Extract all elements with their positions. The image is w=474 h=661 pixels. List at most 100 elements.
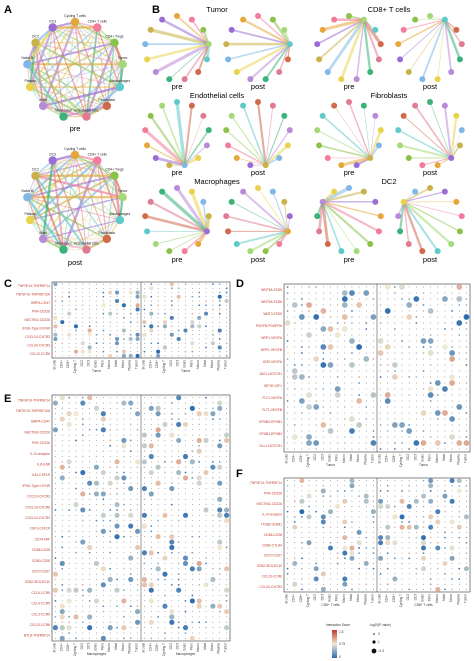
dot	[301, 394, 303, 396]
dot	[294, 316, 296, 318]
dot	[308, 400, 310, 402]
dot	[183, 328, 188, 333]
dot	[224, 566, 230, 572]
dot	[89, 573, 91, 575]
dot	[294, 310, 296, 312]
dot	[116, 498, 118, 500]
dot	[322, 322, 324, 324]
dot	[313, 404, 320, 410]
dot	[226, 579, 227, 580]
dot	[73, 614, 79, 620]
dot	[226, 309, 227, 310]
dot	[444, 340, 446, 342]
dot	[458, 583, 460, 585]
dot	[123, 520, 125, 522]
dot	[171, 637, 173, 639]
dot	[157, 551, 160, 554]
dot	[358, 485, 360, 487]
dot	[171, 563, 173, 564]
cell-node	[203, 56, 210, 63]
dot	[150, 434, 152, 436]
dot	[109, 402, 111, 404]
dot	[373, 292, 374, 294]
dot	[292, 524, 298, 530]
row-label: CXCL10-CXCR3	[25, 335, 50, 339]
dot	[337, 573, 339, 575]
edge	[34, 175, 88, 251]
dot	[155, 480, 161, 486]
dot	[109, 632, 111, 634]
dot	[185, 568, 186, 570]
dot	[61, 424, 63, 425]
dot	[427, 308, 434, 314]
dot	[75, 439, 77, 442]
dot	[61, 509, 63, 511]
dot	[286, 358, 289, 360]
edge	[265, 105, 274, 166]
dot	[420, 440, 427, 446]
column-label: Mast	[349, 454, 353, 461]
dot	[89, 413, 91, 415]
dot	[61, 283, 63, 285]
dot	[294, 568, 296, 570]
cell-node	[144, 56, 151, 63]
dot	[198, 547, 200, 548]
dot	[337, 485, 339, 487]
dot	[137, 283, 138, 285]
dot	[164, 317, 166, 319]
dot	[358, 526, 360, 528]
dot	[196, 480, 202, 486]
dot	[82, 568, 84, 570]
dot	[287, 406, 288, 408]
dot	[219, 397, 221, 399]
dot	[148, 443, 154, 449]
dot	[141, 432, 147, 438]
dot	[144, 627, 145, 628]
dot	[401, 406, 403, 408]
dot	[430, 328, 432, 330]
dot	[363, 561, 369, 566]
dot	[373, 495, 374, 497]
dot	[66, 587, 72, 593]
dot	[300, 298, 303, 300]
column-label: Mono	[356, 594, 360, 602]
dot	[54, 300, 57, 302]
dot	[218, 573, 221, 576]
dot	[329, 541, 332, 544]
dot	[217, 544, 223, 550]
dot	[102, 291, 105, 294]
dot	[373, 424, 374, 426]
dot	[415, 334, 417, 336]
dot	[89, 456, 91, 457]
dot	[458, 536, 461, 539]
dot	[144, 520, 145, 522]
cell-node	[284, 56, 291, 63]
dot	[108, 353, 113, 358]
dot	[116, 428, 118, 431]
dot	[150, 397, 152, 399]
dot	[337, 418, 339, 420]
dot	[293, 424, 296, 426]
cell-node	[281, 26, 288, 33]
dot	[135, 411, 141, 417]
dot	[442, 386, 448, 392]
dot	[52, 587, 58, 593]
dot	[451, 400, 453, 402]
dot	[144, 531, 145, 532]
column-label: Tumor	[135, 642, 139, 652]
dot	[102, 300, 105, 302]
dot	[116, 321, 118, 323]
edge	[26, 63, 88, 118]
dot	[68, 402, 70, 404]
dot	[184, 283, 187, 286]
dot	[430, 532, 432, 533]
dot	[171, 309, 173, 310]
dot	[308, 526, 310, 528]
dot	[116, 418, 118, 420]
edge	[437, 19, 446, 80]
dot	[96, 296, 97, 298]
dot	[171, 520, 173, 522]
column-label: CD4+	[385, 594, 389, 602]
dot	[415, 358, 417, 360]
dot	[392, 362, 398, 368]
